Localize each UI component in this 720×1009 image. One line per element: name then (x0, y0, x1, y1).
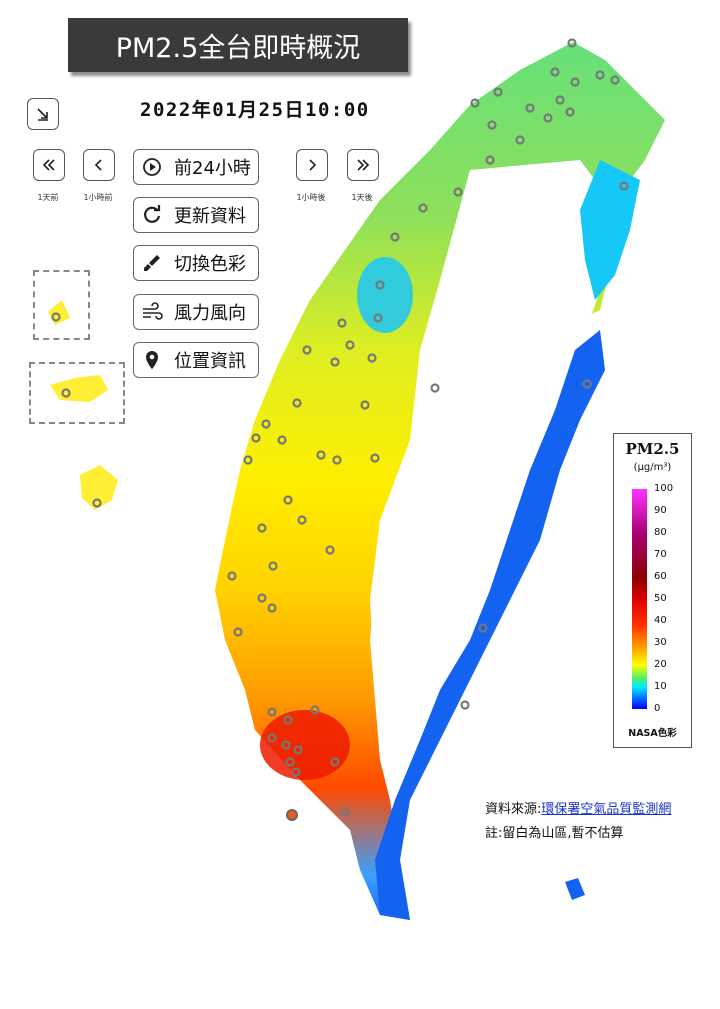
south-hotspot (260, 710, 350, 780)
prev-day-button[interactable] (33, 149, 65, 181)
penghu-island (80, 465, 118, 510)
legend-tick-label: 100 (654, 483, 674, 494)
legend-tick-label: 30 (654, 637, 667, 648)
double-chevron-left-icon (42, 159, 55, 171)
wind-button[interactable]: 風力風向 (133, 294, 259, 330)
wind-icon (140, 300, 164, 324)
legend-tick-label: 10 (654, 681, 667, 692)
past24-button[interactable]: 前24小時 (133, 149, 259, 185)
liuqiu-station (286, 809, 298, 821)
legend-tick-label: 90 (654, 505, 667, 516)
legend-tick-label: 80 (654, 527, 667, 538)
northeast-surface (580, 160, 640, 300)
source-label: 資料來源: (485, 802, 542, 817)
past24-label: 前24小時 (174, 158, 251, 179)
matsu-inset (33, 270, 90, 340)
title-text: PM2.5全台即時概況 (115, 32, 361, 64)
lanyu-island (565, 878, 585, 900)
arrow-down-right-icon (37, 108, 48, 121)
next-hour-button[interactable] (296, 149, 328, 181)
east-coast-surface (375, 330, 605, 920)
page-title: PM2.5全台即時概況 (68, 18, 408, 72)
next-day-button[interactable] (347, 149, 379, 181)
central-pocket (357, 257, 413, 333)
chevron-right-icon (309, 159, 317, 171)
chevron-left-icon (94, 159, 102, 171)
source-note: 註:留白為山區,暫不估算 (485, 826, 624, 841)
legend-title: PM2.5 (625, 440, 680, 458)
legend-name: NASA色彩 (628, 728, 677, 739)
wind-label: 風力風向 (174, 303, 246, 324)
station-markers (51, 38, 629, 817)
refresh-label: 更新資料 (174, 206, 246, 227)
legend-tick-label: 0 (654, 703, 661, 714)
timestamp: 2022年01月25日10:00 (140, 99, 370, 121)
mountain-blank-area (370, 160, 610, 760)
legend-tick-label: 50 (654, 593, 667, 604)
next-hour-caption: 1小時後 (296, 193, 326, 202)
location-label: 位置資訊 (174, 351, 246, 372)
data-source: 資料來源:環保署空氣品質監測網 (485, 798, 671, 817)
next-day-caption: 1天後 (351, 193, 373, 202)
legend-tick-label: 20 (654, 659, 667, 670)
refresh-button[interactable]: 更新資料 (133, 197, 259, 233)
prev-hour-button[interactable] (83, 149, 115, 181)
prev-day-caption: 1天前 (37, 193, 59, 202)
legend-tick-label: 70 (654, 549, 667, 560)
legend-unit: (µg/m³) (633, 462, 672, 473)
legend-tick-label: 40 (654, 615, 667, 626)
switch-color-button[interactable]: 切換色彩 (133, 245, 259, 281)
double-chevron-right-icon (357, 159, 370, 171)
source-link[interactable]: 環保署空氣品質監測網 (541, 802, 672, 817)
location-button[interactable]: 位置資訊 (133, 342, 259, 378)
refresh-icon (140, 203, 164, 227)
kinmen-inset (29, 362, 125, 424)
legend-color-bar (632, 489, 647, 709)
switch-color-label: 切換色彩 (174, 254, 246, 275)
collapse-button[interactable] (27, 98, 59, 130)
play-circle-icon (140, 155, 164, 179)
paint-brush-icon (140, 251, 164, 275)
map-pin-icon (140, 348, 164, 372)
prev-hour-caption: 1小時前 (83, 193, 113, 202)
legend-tick-label: 60 (654, 571, 667, 582)
legend: PM2.5 (µg/m³) 100 90 80 70 60 50 40 30 20 10 0 NAS… (613, 433, 692, 748)
